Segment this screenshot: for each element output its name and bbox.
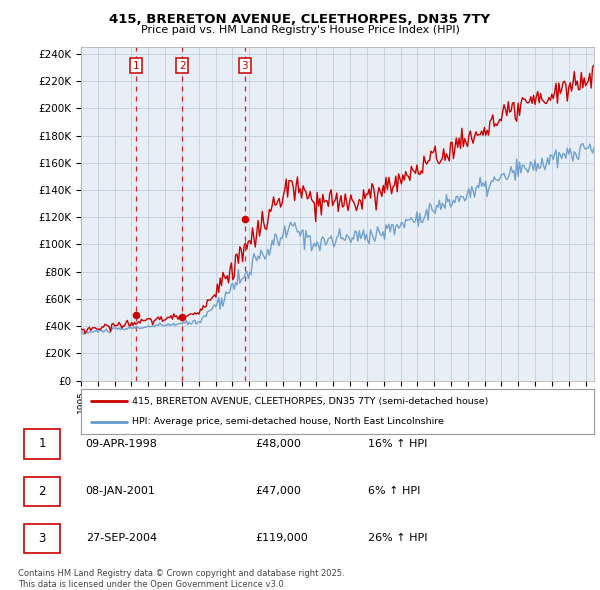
Text: 1: 1: [133, 61, 139, 71]
Text: 2: 2: [38, 484, 46, 498]
Text: 415, BRERETON AVENUE, CLEETHORPES, DN35 7TY: 415, BRERETON AVENUE, CLEETHORPES, DN35 …: [109, 13, 491, 26]
Text: £119,000: £119,000: [255, 533, 308, 543]
FancyBboxPatch shape: [23, 430, 60, 458]
Text: 1: 1: [38, 437, 46, 451]
Text: 16% ↑ HPI: 16% ↑ HPI: [368, 439, 427, 449]
Text: 09-APR-1998: 09-APR-1998: [86, 439, 158, 449]
Text: 3: 3: [38, 532, 46, 545]
Text: 3: 3: [242, 61, 248, 71]
FancyBboxPatch shape: [23, 477, 60, 506]
Point: [131, 310, 141, 320]
Text: 26% ↑ HPI: 26% ↑ HPI: [368, 533, 427, 543]
Text: 6% ↑ HPI: 6% ↑ HPI: [368, 486, 420, 496]
Text: HPI: Average price, semi-detached house, North East Lincolnshire: HPI: Average price, semi-detached house,…: [133, 417, 444, 426]
Text: £48,000: £48,000: [255, 439, 301, 449]
Point: [178, 312, 187, 322]
Text: £47,000: £47,000: [255, 486, 301, 496]
Point: [240, 214, 250, 224]
Text: 415, BRERETON AVENUE, CLEETHORPES, DN35 7TY (semi-detached house): 415, BRERETON AVENUE, CLEETHORPES, DN35 …: [133, 397, 488, 406]
Text: Contains HM Land Registry data © Crown copyright and database right 2025.
This d: Contains HM Land Registry data © Crown c…: [18, 569, 344, 589]
Text: 2: 2: [179, 61, 185, 71]
FancyBboxPatch shape: [23, 524, 60, 553]
Text: 27-SEP-2004: 27-SEP-2004: [86, 533, 157, 543]
Text: 08-JAN-2001: 08-JAN-2001: [86, 486, 155, 496]
Text: Price paid vs. HM Land Registry's House Price Index (HPI): Price paid vs. HM Land Registry's House …: [140, 25, 460, 35]
